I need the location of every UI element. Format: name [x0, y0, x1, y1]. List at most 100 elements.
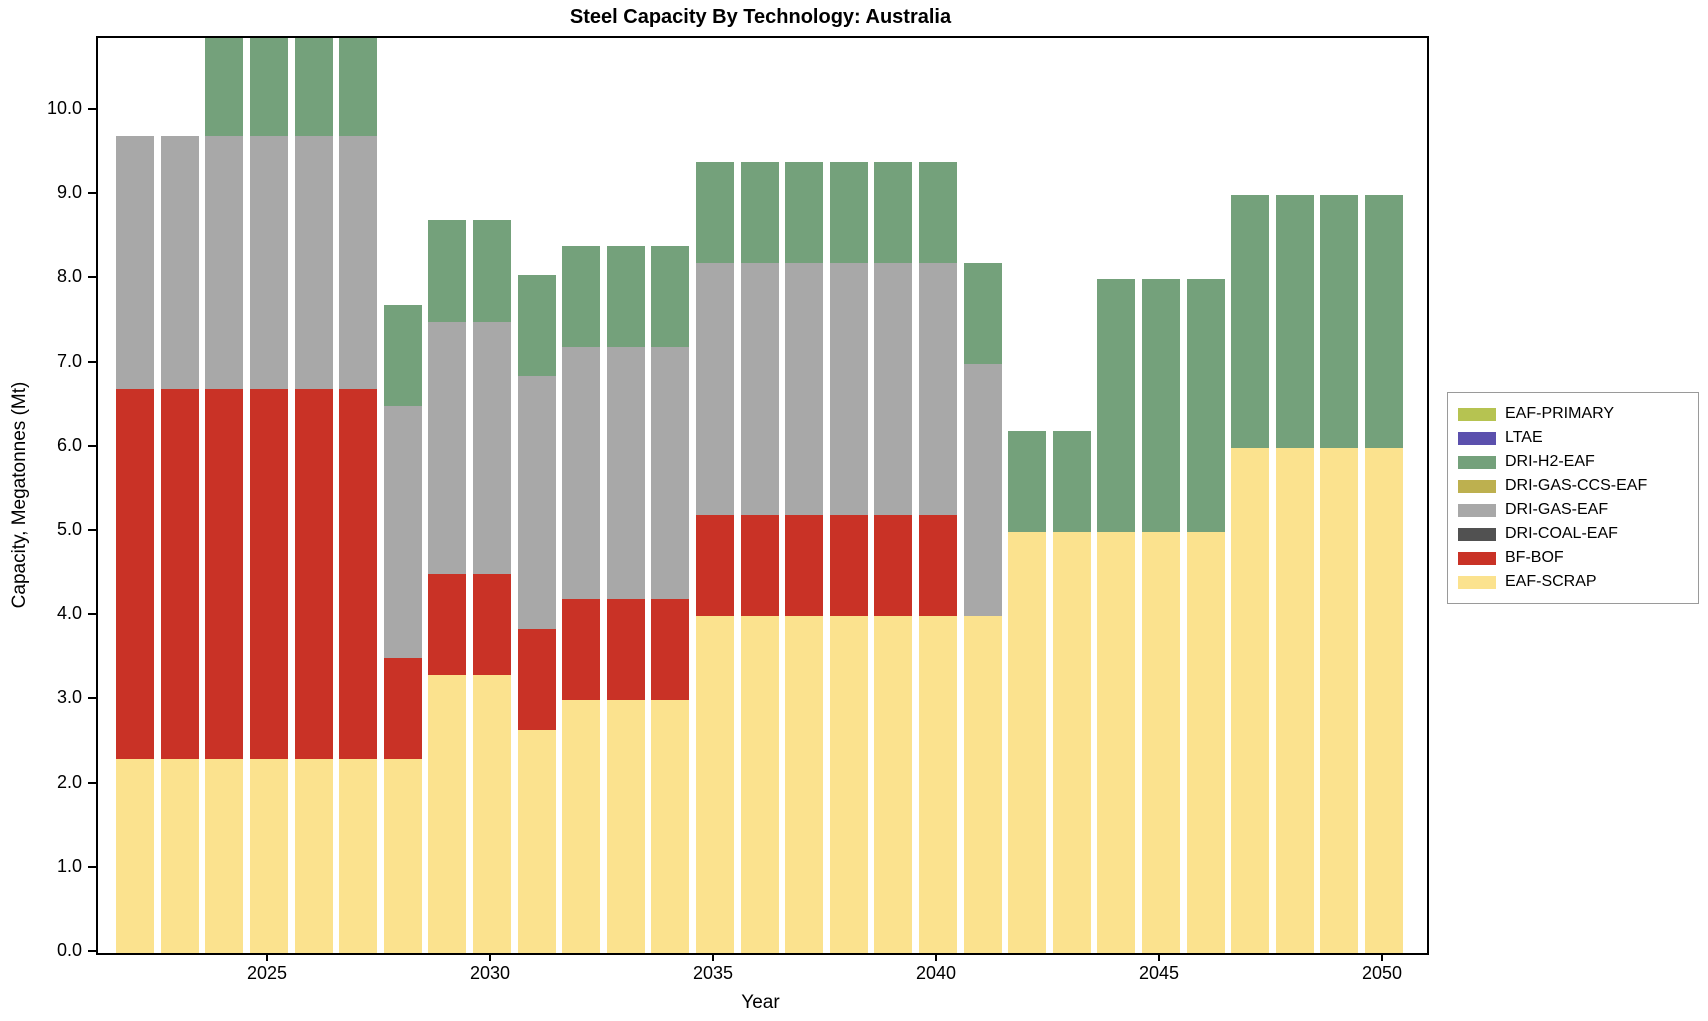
bar-segment-bf-bof-2036: [740, 515, 779, 617]
bar-segment-dri-gas-eaf-2023: [160, 136, 199, 389]
bar-segment-dri-h2-eaf-2024: [205, 38, 244, 137]
bar-segment-dri-gas-eaf-2036: [740, 262, 779, 516]
legend-item-dri-gas-eaf: DRI-GAS-EAF: [1458, 498, 1688, 522]
y-tick-label: 2.0: [56, 771, 82, 792]
bar-segment-eaf-scrap-2042: [1008, 532, 1047, 953]
x-tick: [712, 953, 714, 961]
legend-label: DRI-GAS-EAF: [1505, 501, 1609, 518]
legend-item-dri-gas-ccs-eaf: DRI-GAS-CCS-EAF: [1458, 474, 1688, 498]
bar-segment-dri-gas-eaf-2031: [517, 376, 556, 629]
x-axis-label: Year: [741, 992, 780, 1013]
y-tick-label: 3.0: [56, 687, 82, 708]
y-tick: [88, 529, 96, 531]
bar-segment-bf-bof-2038: [829, 515, 868, 617]
bar-segment-eaf-scrap-2031: [517, 729, 556, 953]
bar-segment-bf-bof-2030: [473, 574, 511, 676]
bar-segment-bf-bof-2039: [874, 515, 913, 617]
bar-segment-dri-h2-eaf-2042: [1008, 430, 1047, 532]
bar-segment-eaf-scrap-2047: [1231, 447, 1270, 953]
bar-segment-dri-gas-eaf-2026: [294, 136, 333, 389]
y-tick: [88, 865, 96, 868]
bar-segment-dri-h2-eaf-2048: [1275, 195, 1314, 448]
y-tick: [88, 697, 96, 700]
bar-segment-bf-bof-2033: [606, 599, 645, 701]
legend-item-dri-h2-eaf: DRI-H2-EAF: [1458, 450, 1688, 474]
bar-segment-dri-h2-eaf-2027: [339, 38, 378, 137]
bar-segment-eaf-scrap-2035: [696, 616, 734, 953]
bar-segment-bf-bof-2025: [250, 388, 288, 760]
bar-segment-eaf-scrap-2039: [874, 616, 913, 953]
legend-swatch-dri-gas-ccs-eaf: [1458, 479, 1496, 493]
legend-label: LTAE: [1505, 429, 1543, 446]
bar-segment-eaf-scrap-2029: [428, 675, 467, 953]
bar-segment-dri-h2-eaf-2026: [294, 38, 333, 137]
bar-segment-dri-gas-eaf-2035: [696, 262, 734, 516]
bar-segment-dri-gas-eaf-2028: [383, 405, 422, 659]
legend-swatch-dri-h2-eaf: [1458, 455, 1496, 469]
bar-segment-dri-gas-eaf-2039: [874, 262, 913, 516]
legend-swatch-eaf-scrap: [1458, 575, 1496, 589]
chart-title: Steel Capacity By Technology: Australia: [569, 6, 952, 28]
y-tick: [88, 613, 96, 616]
bar-segment-bf-bof-2022: [116, 388, 155, 760]
bar-segment-dri-h2-eaf-2046: [1186, 279, 1225, 532]
y-tick-label: 0.0: [56, 940, 82, 960]
bar-segment-dri-h2-eaf-2040: [919, 161, 957, 263]
y-tick-label: 4.0: [56, 603, 82, 624]
y-tick-label: 9.0: [56, 182, 82, 203]
bar-segment-dri-h2-eaf-2039: [874, 161, 913, 263]
plot-area: [96, 36, 1429, 955]
legend-item-ltae: LTAE: [1458, 426, 1688, 450]
x-tick: [935, 953, 937, 961]
bar-segment-dri-h2-eaf-2029: [428, 220, 467, 322]
bar-segment-bf-bof-2027: [339, 388, 378, 760]
bar-segment-dri-h2-eaf-2025: [250, 38, 288, 137]
bar-segment-eaf-scrap-2026: [294, 759, 333, 953]
bar-segment-eaf-scrap-2030: [473, 675, 511, 953]
bar-segment-bf-bof-2028: [383, 658, 422, 760]
bar-segment-bf-bof-2037: [785, 515, 824, 617]
bar-segment-dri-gas-eaf-2024: [205, 136, 244, 389]
legend-label: EAF-PRIMARY: [1505, 405, 1615, 422]
bar-segment-dri-gas-eaf-2033: [606, 346, 645, 600]
bar-segment-eaf-scrap-2023: [160, 759, 199, 953]
bar-segment-eaf-scrap-2034: [651, 700, 690, 953]
bar-segment-eaf-scrap-2048: [1275, 447, 1314, 953]
legend-item-bf-bof: BF-BOF: [1458, 546, 1688, 570]
y-tick-label: 7.0: [56, 350, 82, 371]
bar-segment-eaf-scrap-2038: [829, 616, 868, 953]
bar-segment-eaf-scrap-2024: [205, 759, 244, 953]
y-tick: [88, 781, 96, 784]
bar-segment-dri-h2-eaf-2032: [562, 245, 601, 347]
x-tick-label: 2025: [246, 963, 288, 983]
legend: EAF-PRIMARY LTAE DRI-H2-EAF DRI-GAS-CCS-EAF…: [1447, 392, 1699, 604]
x-tick: [1158, 953, 1160, 961]
bar-segment-bf-bof-2035: [696, 515, 734, 617]
bar-segment-dri-h2-eaf-2036: [740, 161, 779, 263]
legend-item-dri-coal-eaf: DRI-COAL-EAF: [1458, 522, 1688, 546]
bar-segment-eaf-scrap-2041: [963, 616, 1002, 953]
bar-segment-dri-gas-eaf-2032: [562, 346, 601, 600]
bar-segment-eaf-scrap-2044: [1097, 532, 1136, 953]
legend-label: DRI-H2-EAF: [1505, 453, 1595, 470]
x-tick-label: 2050: [1361, 963, 1403, 983]
bar-segment-eaf-scrap-2043: [1052, 532, 1091, 953]
y-tick-label: 1.0: [56, 855, 82, 876]
y-tick: [88, 192, 96, 195]
x-tick-label: 2045: [1138, 963, 1180, 983]
bar-segment-bf-bof-2024: [205, 388, 244, 760]
bar-segment-eaf-scrap-2032: [562, 700, 601, 953]
legend-swatch-bf-bof: [1458, 551, 1496, 565]
bar-segment-eaf-scrap-2025: [250, 759, 288, 953]
y-tick-label: 10.0: [46, 98, 82, 118]
bar-segment-eaf-scrap-2037: [785, 616, 824, 953]
legend-swatch-dri-coal-eaf: [1458, 527, 1496, 541]
bar-segment-eaf-scrap-2049: [1320, 447, 1359, 953]
bar-segment-dri-gas-eaf-2041: [963, 363, 1002, 617]
bar-segment-bf-bof-2026: [294, 388, 333, 760]
bar-segment-bf-bof-2034: [651, 599, 690, 701]
y-tick-label: 8.0: [56, 266, 82, 287]
bar-segment-dri-gas-eaf-2030: [473, 321, 511, 575]
x-tick: [1381, 953, 1383, 961]
legend-swatch-dri-gas-eaf: [1458, 503, 1496, 517]
